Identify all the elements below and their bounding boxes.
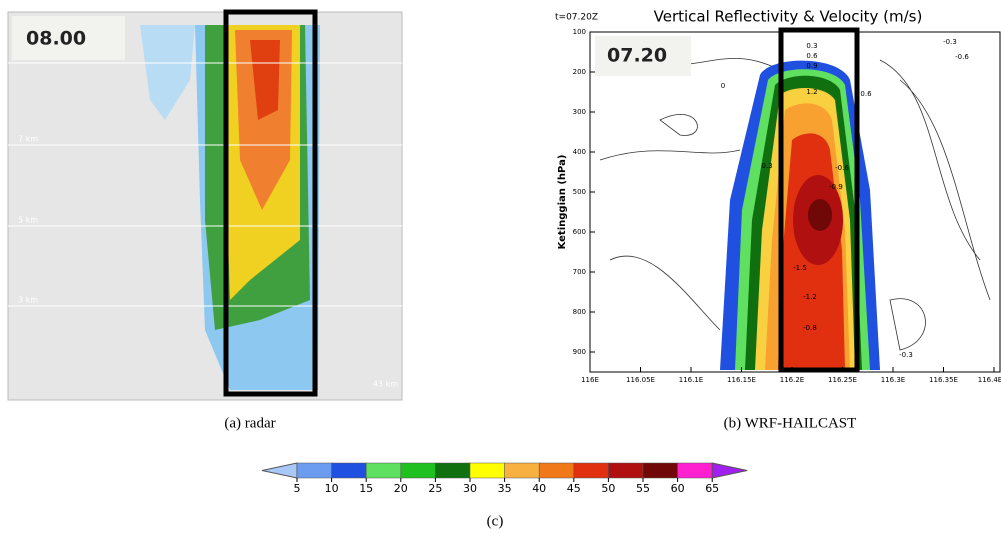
height-label: 7 km xyxy=(18,135,38,144)
colorbar-tick-label: 55 xyxy=(636,482,650,495)
colorbar-tick-label: 35 xyxy=(498,482,512,495)
time-stamp: t=07.20Z xyxy=(555,13,598,23)
panel-b: t=07.20Z Vertical Reflectivity & Velocit… xyxy=(555,8,1001,385)
y-axis-label: Ketinggian (hPa) xyxy=(557,155,568,250)
x-tick-label: 116.05E xyxy=(626,376,655,384)
colorbar-tick-label: 10 xyxy=(325,482,339,495)
contour-label: 0.3 xyxy=(806,42,817,50)
echo-faint xyxy=(140,25,195,120)
contours xyxy=(599,57,991,351)
time-box xyxy=(12,16,125,60)
colorbar-segment xyxy=(608,462,644,479)
y-tick-label: 600 xyxy=(573,228,586,236)
colorbar-segment xyxy=(573,462,609,479)
colorbar-segment xyxy=(469,462,505,479)
x-tick-label: 116E xyxy=(581,376,599,384)
x-tick-label: 116.1E xyxy=(679,376,703,384)
caption: (a) radar xyxy=(224,415,275,431)
colorbar-tick-label: 30 xyxy=(463,482,477,495)
colorbar-arrow xyxy=(261,462,298,479)
contour-label: 1.2 xyxy=(806,88,817,96)
panel-title: Vertical Reflectivity & Velocity (m/s) xyxy=(654,8,923,26)
contour-label: -1.5 xyxy=(793,264,807,272)
colorbar-tick-label: 25 xyxy=(428,482,442,495)
colorbar: 5 10 15 20 25 30 35 40 45 50 55 60 65 xyxy=(261,462,748,495)
colorbar-segment xyxy=(504,462,540,479)
colorbar-tick-label: 45 xyxy=(567,482,581,495)
y-tick-label: 900 xyxy=(573,348,586,356)
y-tick-label: 700 xyxy=(573,268,586,276)
colorbar-segment xyxy=(677,462,713,479)
highlight-box xyxy=(223,9,318,397)
contour-label: -0.8 xyxy=(803,324,817,332)
colorbar-segment xyxy=(400,462,436,479)
colorbar-segment xyxy=(365,462,402,479)
refl-core xyxy=(808,199,832,231)
y-tick-label: 800 xyxy=(573,308,586,316)
time-label: 07.20 xyxy=(607,45,667,67)
colorbar-tick-label: 5 xyxy=(294,482,301,495)
contour-label: -0.6 xyxy=(835,164,849,172)
corner-label: 43 km xyxy=(373,380,398,389)
contour-label: -1.2 xyxy=(803,293,817,301)
height-label: 5 km xyxy=(18,216,38,225)
caption: (c) xyxy=(487,513,504,529)
y-tick-label: 100 xyxy=(573,28,586,36)
colorbar-tick-label: 20 xyxy=(394,482,408,495)
x-tick-label: 116.2E xyxy=(780,376,804,384)
height-label: 3 km xyxy=(18,296,38,305)
y-tick-label: 400 xyxy=(573,148,586,156)
colorbar-tick-label: 50 xyxy=(601,482,615,495)
contour-label: -0.6 xyxy=(955,53,969,61)
y-tick-label: 200 xyxy=(573,68,586,76)
x-tick-label: 116.3E xyxy=(881,376,905,384)
time-label: 08.00 xyxy=(26,28,86,50)
contour-label: -0.3 xyxy=(943,38,957,46)
colorbar-segment xyxy=(435,462,471,479)
colorbar-tick-label: 60 xyxy=(671,482,685,495)
contour-label: 0.9 xyxy=(806,62,817,70)
contour-label: -0.3 xyxy=(899,351,913,359)
colorbar-segment xyxy=(538,462,575,479)
echo-red xyxy=(250,40,280,120)
colorbar-segment xyxy=(296,462,332,479)
highlight-box xyxy=(778,27,860,373)
colorbar-tick-label: 65 xyxy=(705,482,719,495)
contour-label: 0 xyxy=(721,82,725,90)
contour-label: -0.9 xyxy=(829,183,843,191)
colorbar-segment xyxy=(331,462,367,479)
y-tick-label: 300 xyxy=(573,108,586,116)
colorbar-arrow xyxy=(711,462,748,479)
panel-a: 7 km 5 km 3 km 43 km 08.00 xyxy=(7,9,403,401)
y-tick-label: 500 xyxy=(573,188,586,196)
caption: (b) WRF-HAILCAST xyxy=(724,415,857,431)
time-box xyxy=(595,36,691,76)
x-tick-label: 116.4E xyxy=(978,376,1001,384)
x-tick-label: 116.35E xyxy=(929,376,958,384)
colorbar-segment xyxy=(642,462,678,479)
x-tick-label: 116.25E xyxy=(828,376,857,384)
colorbar-tick-label: 15 xyxy=(359,482,373,495)
contour-label: 0.6 xyxy=(806,52,818,60)
colorbar-tick-label: 40 xyxy=(532,482,546,495)
x-tick-label: 116.15E xyxy=(727,376,756,384)
contour-label: 0.6 xyxy=(860,90,872,98)
contour-label: 0.3 xyxy=(761,162,772,170)
